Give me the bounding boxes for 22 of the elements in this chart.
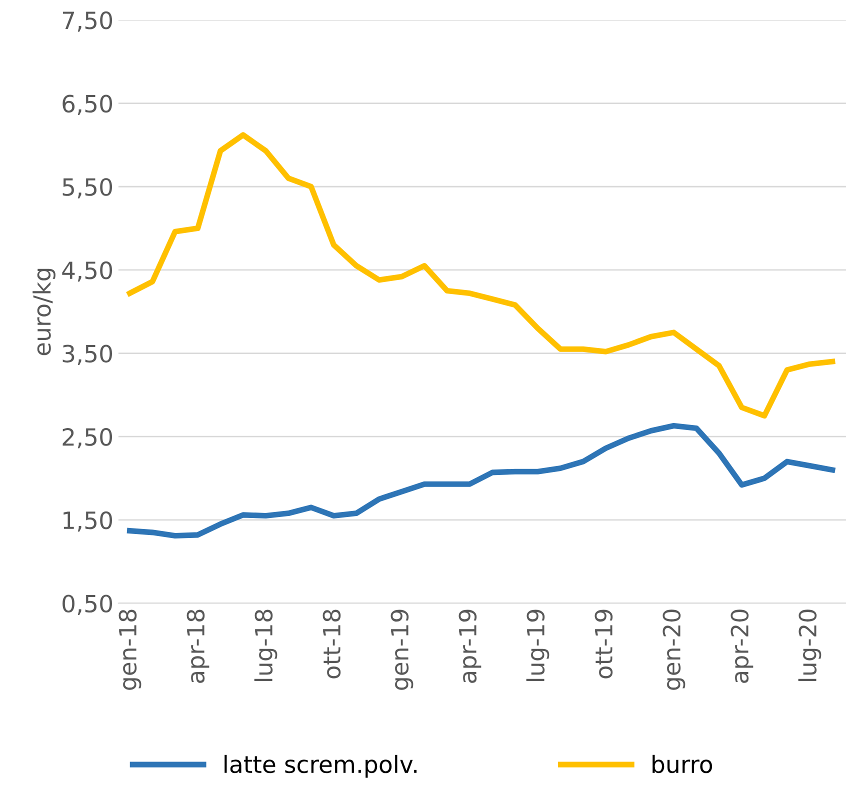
y-tick-label: 5,50 (62, 178, 112, 198)
x-tick-label: apr-18 (186, 610, 210, 683)
x-tick-label: ott-19 (594, 610, 613, 678)
y-tick-label: 4,50 (62, 261, 112, 282)
legend-label: burro (652, 754, 712, 774)
x-tick-label: apr-20 (730, 610, 754, 683)
x-tick-label: apr-19 (458, 610, 482, 683)
x-tick-label: gen-20 (662, 610, 686, 690)
y-tick-label: 1,50 (64, 511, 112, 532)
y-tick-label: 2,50 (62, 428, 112, 448)
y-axis-title: euro/kg (32, 268, 56, 356)
y-tick-label: 0,50 (62, 594, 112, 615)
x-tick-label: lug-20 (798, 610, 822, 681)
x-tick-label: ott-18 (322, 610, 341, 678)
x-tick-label: gen-18 (118, 610, 142, 690)
legend-label: latte screm.polv. (224, 754, 417, 778)
x-tick-label: lug-19 (526, 610, 550, 681)
y-tick-label: 7,50 (62, 11, 112, 32)
x-tick-label: lug-18 (254, 610, 278, 681)
y-tick-label: 3,50 (62, 344, 112, 365)
x-tick-label: gen-19 (390, 610, 414, 690)
y-tick-label: 6,50 (62, 94, 112, 116)
